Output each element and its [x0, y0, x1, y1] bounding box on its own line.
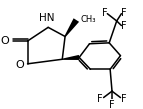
Text: O: O: [15, 60, 24, 70]
Polygon shape: [64, 18, 79, 37]
Text: F: F: [109, 100, 115, 109]
Text: F: F: [121, 94, 127, 104]
Polygon shape: [62, 55, 80, 60]
Text: F: F: [121, 8, 127, 18]
Text: F: F: [102, 8, 107, 18]
Text: HN: HN: [39, 13, 55, 23]
Text: O: O: [0, 36, 9, 46]
Text: CH₃: CH₃: [80, 15, 96, 24]
Text: F: F: [121, 21, 127, 31]
Text: F: F: [97, 94, 103, 104]
